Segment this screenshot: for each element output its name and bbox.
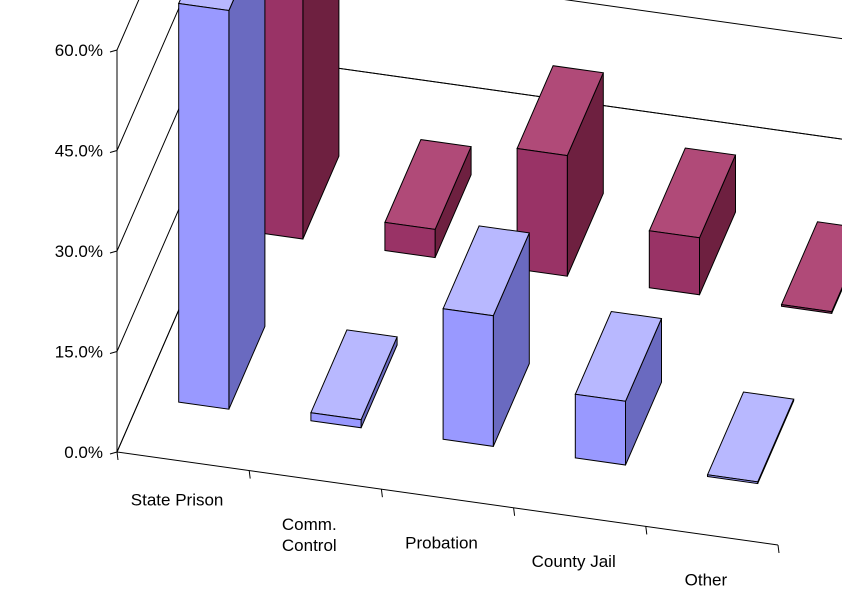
chart-axes	[109, 49, 780, 554]
x-tick-label: Comm. Control	[282, 515, 337, 555]
x-tick	[380, 489, 383, 498]
bar	[648, 147, 737, 296]
y-tick-label: 30.0%	[55, 242, 103, 261]
y-tick-label: 60.0%	[55, 41, 103, 60]
bar-front	[707, 474, 759, 485]
gridline	[116, 0, 842, 352]
bar-front	[781, 304, 833, 314]
bar-front	[178, 2, 230, 410]
y-tick-label: 0.0%	[64, 443, 103, 462]
bar-top	[706, 391, 795, 483]
bar	[442, 225, 531, 447]
bar	[574, 310, 663, 466]
x-tick-label: State Prison	[131, 490, 224, 509]
x-tick-label: Probation	[405, 534, 478, 553]
y-tick-label: 45.0%	[55, 142, 103, 161]
bar	[384, 139, 472, 259]
bar	[706, 391, 795, 485]
x-tick	[116, 451, 119, 461]
bar-side	[302, 0, 340, 240]
bar	[252, 0, 340, 240]
y-tick	[109, 250, 118, 254]
x-tick-label: County Jail	[532, 552, 616, 571]
y-tick	[109, 49, 118, 53]
x-tick-label: Other	[685, 571, 728, 590]
x-tick	[513, 507, 516, 516]
bar	[780, 221, 842, 314]
bar-front	[384, 221, 436, 259]
chart-bars	[177, 0, 842, 485]
bar-front	[574, 393, 626, 466]
x-tick	[248, 470, 251, 479]
bar-top	[780, 221, 842, 313]
y-tick	[109, 150, 118, 153]
y-tick-label: 15.0%	[55, 343, 103, 362]
y-tick	[109, 351, 118, 354]
x-tick	[777, 544, 780, 554]
gridline	[116, 0, 183, 151]
y-tick	[109, 451, 118, 455]
bar-side	[228, 0, 266, 410]
bar-front	[442, 308, 494, 447]
bar-front	[310, 412, 362, 429]
bar	[310, 329, 398, 429]
bar	[177, 0, 266, 410]
bar-front	[648, 230, 700, 296]
gridline	[116, 0, 227, 252]
bar	[516, 65, 605, 277]
x-tick	[645, 526, 648, 535]
chart-labels: 0.0% 15.0% 30.0% 45.0% 60.0% State Prison Comm…	[55, 41, 728, 590]
